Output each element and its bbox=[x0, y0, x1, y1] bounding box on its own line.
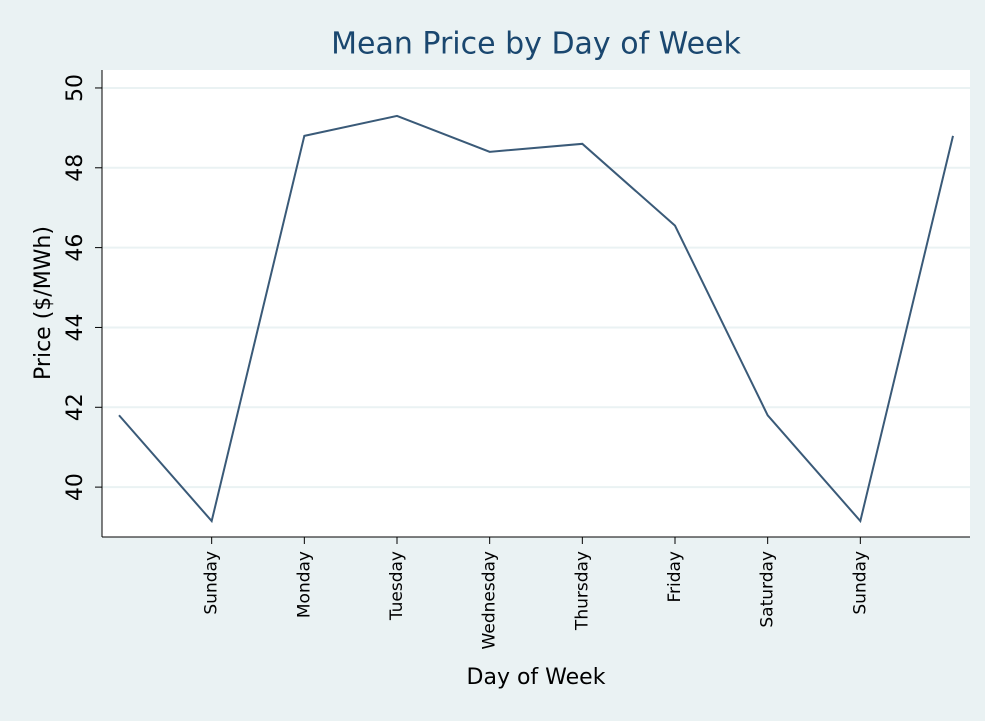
y-tick-label: 48 bbox=[63, 154, 88, 182]
y-tick-label: 46 bbox=[63, 234, 88, 262]
y-tick-label: 44 bbox=[63, 313, 88, 341]
x-tick-label: Monday bbox=[294, 551, 314, 618]
x-tick-label: Tuesday bbox=[387, 551, 407, 621]
y-axis-label: Price ($/MWh) bbox=[31, 226, 56, 380]
x-tick-label: Thursday bbox=[572, 551, 592, 631]
plot-area bbox=[102, 70, 970, 537]
y-tick-label: 50 bbox=[63, 74, 88, 102]
x-tick-label: Sunday bbox=[850, 551, 870, 615]
x-tick-label: Saturday bbox=[758, 551, 778, 628]
x-tick-label: Wednesday bbox=[480, 551, 500, 649]
line bbox=[118, 114, 954, 524]
x-tick-label: Friday bbox=[665, 551, 685, 603]
y-tick-label: 40 bbox=[63, 473, 88, 501]
y-tick-label: 42 bbox=[63, 393, 88, 421]
x-axis-label: Day of Week bbox=[467, 665, 606, 690]
chart-title: Mean Price by Day of Week bbox=[331, 27, 741, 62]
x-tick-label: Sunday bbox=[202, 551, 222, 615]
